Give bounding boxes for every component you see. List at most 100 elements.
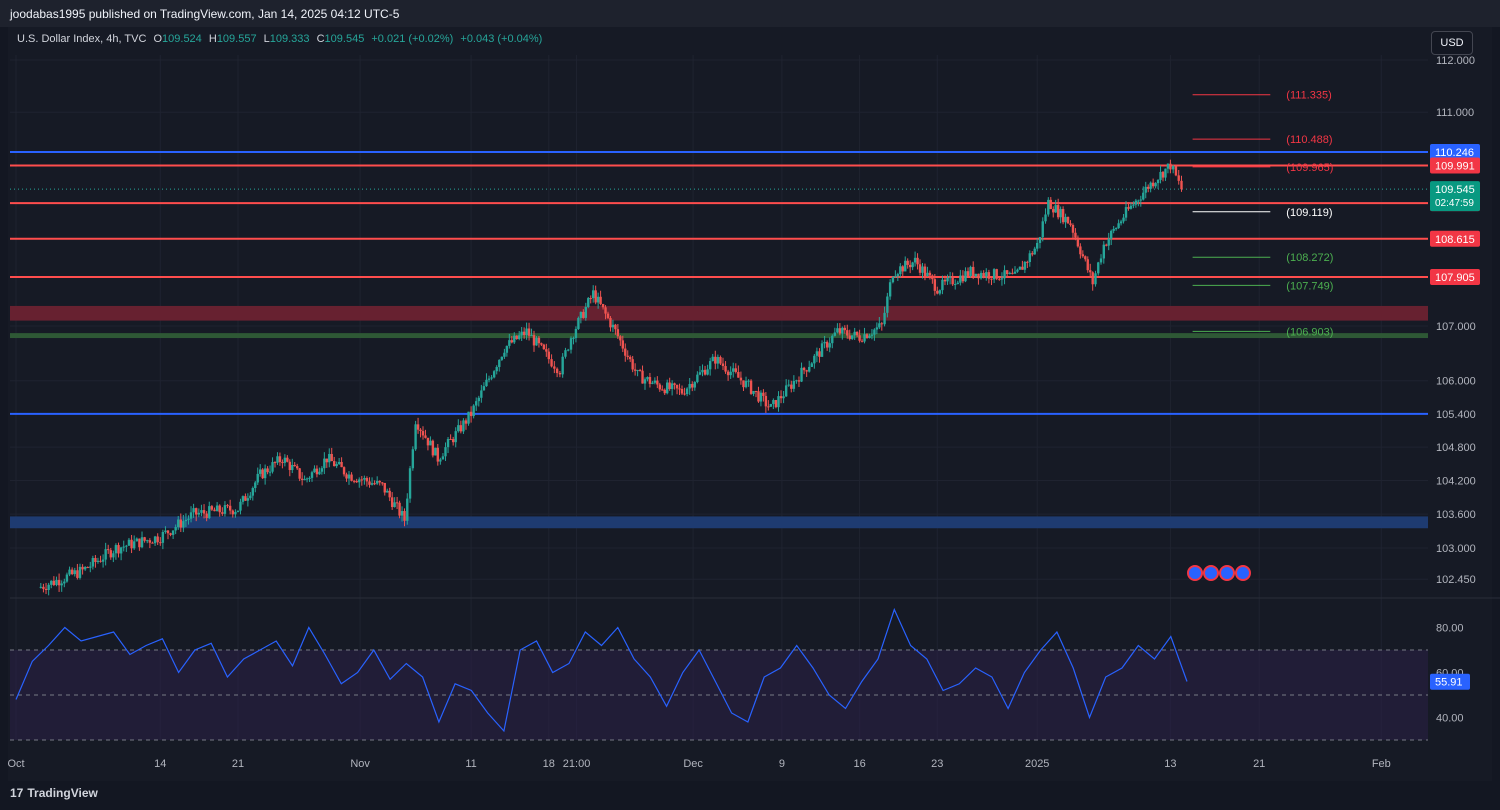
candle-body-178 — [268, 471, 272, 473]
candle-body-30 — [78, 566, 82, 578]
legend-high: 109.557 — [216, 33, 257, 45]
candle-body-44 — [96, 560, 100, 562]
tradingview-logo[interactable]: 17 TradingView — [10, 786, 98, 800]
candle-body-50 — [104, 549, 107, 560]
candle-body-838 — [1102, 244, 1105, 259]
candle-body-600 — [800, 367, 803, 382]
candle-body-694 — [918, 264, 922, 273]
price-tick-9: 102.450 — [1436, 574, 1476, 586]
legend-high-label: H — [208, 33, 217, 45]
candle-body-368 — [508, 340, 511, 346]
candle-body-500 — [673, 383, 676, 385]
candle-body-392 — [537, 337, 541, 344]
candle-body-22 — [68, 569, 71, 575]
candle-body-164 — [251, 488, 254, 496]
candle-body-888 — [1164, 168, 1167, 178]
candle-body-102 — [171, 530, 175, 535]
candle-body-10 — [52, 580, 56, 586]
candle-body-760 — [1003, 270, 1006, 279]
candle-body-898 — [1177, 175, 1180, 181]
candle-body-726 — [959, 275, 962, 283]
candle-body-302 — [424, 435, 427, 438]
candle-body-400 — [547, 351, 550, 360]
candle-body-900 — [1180, 180, 1183, 190]
time-tick-8: 9 — [779, 758, 785, 770]
candle-body-478 — [646, 377, 649, 380]
candle-body-432 — [589, 298, 592, 300]
candle-body-34 — [83, 567, 87, 570]
candle-body-526 — [706, 369, 709, 375]
candle-body-4 — [44, 588, 48, 590]
candle-body-578 — [772, 400, 775, 405]
candle-body-634 — [843, 327, 846, 331]
candle-body-90 — [156, 536, 159, 543]
candle-body-656 — [870, 334, 874, 336]
candle-body-546 — [732, 368, 735, 372]
candle-body-282 — [398, 502, 401, 516]
candle-body-378 — [520, 331, 523, 336]
candle-body-488 — [658, 384, 661, 390]
candle-body-136 — [215, 505, 219, 512]
candle-body-798 — [1052, 209, 1055, 213]
price-axis: 112.000 111.000 107.000 106.000 105.400 104.8… — [1436, 55, 1476, 586]
candle-body-396 — [542, 344, 546, 350]
candle-body-828 — [1089, 270, 1092, 273]
candle-body-354 — [490, 377, 493, 379]
candle-body-434 — [592, 290, 595, 299]
candle-body-324 — [451, 439, 455, 443]
price-tick-3: 106.000 — [1436, 376, 1476, 388]
candle-body-530 — [711, 356, 714, 362]
rsi-band — [10, 650, 1428, 740]
candle-body-208 — [305, 478, 309, 480]
event-markers — [1187, 565, 1251, 581]
candle-body-870 — [1142, 192, 1145, 200]
currency-button[interactable]: USD — [1431, 31, 1473, 55]
candle-body-854 — [1122, 217, 1125, 222]
candle-body-834 — [1097, 262, 1100, 274]
candle-body-862 — [1132, 204, 1135, 206]
candle-body-408 — [558, 373, 562, 375]
candle-body-166 — [254, 482, 257, 489]
candle-body-616 — [820, 343, 824, 357]
candle-body-426 — [582, 311, 585, 318]
candle-body-226 — [328, 453, 331, 463]
legend-change: +0.021 (+0.02%) — [371, 33, 454, 45]
candle-body-74 — [135, 538, 138, 542]
candle-body-312 — [436, 447, 439, 462]
candle-body-836 — [1099, 258, 1103, 263]
candle-body-316 — [441, 456, 445, 460]
rsi-last-value: 55.91 — [1435, 677, 1463, 689]
candle-body-348 — [482, 386, 486, 391]
candle-body-290 — [408, 468, 412, 499]
candle-body-182 — [273, 462, 277, 464]
candle-body-572 — [764, 395, 768, 407]
candle-body-792 — [1044, 214, 1047, 222]
candle-body-238 — [342, 467, 346, 475]
candle-body-146 — [228, 505, 232, 511]
candle-body-686 — [908, 264, 912, 268]
candle-body-228 — [330, 453, 333, 462]
candle-body-98 — [166, 530, 170, 534]
candle-body-292 — [411, 449, 415, 469]
candle-body-502 — [675, 384, 679, 389]
candle-body-704 — [931, 275, 934, 280]
price-tick-1: 111.000 — [1436, 107, 1474, 119]
candle-body-878 — [1151, 182, 1155, 187]
candle-body-466 — [631, 359, 634, 370]
candle-body-222 — [323, 458, 326, 469]
price-tick-7: 103.600 — [1436, 509, 1476, 521]
time-tick-5: 18 — [543, 758, 555, 770]
candle-body-48 — [101, 559, 105, 562]
candle-body-334 — [464, 420, 468, 424]
candle-body-548 — [734, 368, 737, 372]
candle-body-556 — [744, 380, 748, 388]
candle-body-424 — [579, 311, 583, 318]
candle-body-822 — [1081, 254, 1085, 257]
candle-body-410 — [561, 356, 564, 375]
candle-body-896 — [1174, 166, 1178, 176]
candle-body-504 — [678, 388, 681, 390]
candle-body-732 — [966, 271, 970, 276]
candle-body-294 — [414, 424, 417, 450]
candle-body-212 — [310, 472, 314, 478]
